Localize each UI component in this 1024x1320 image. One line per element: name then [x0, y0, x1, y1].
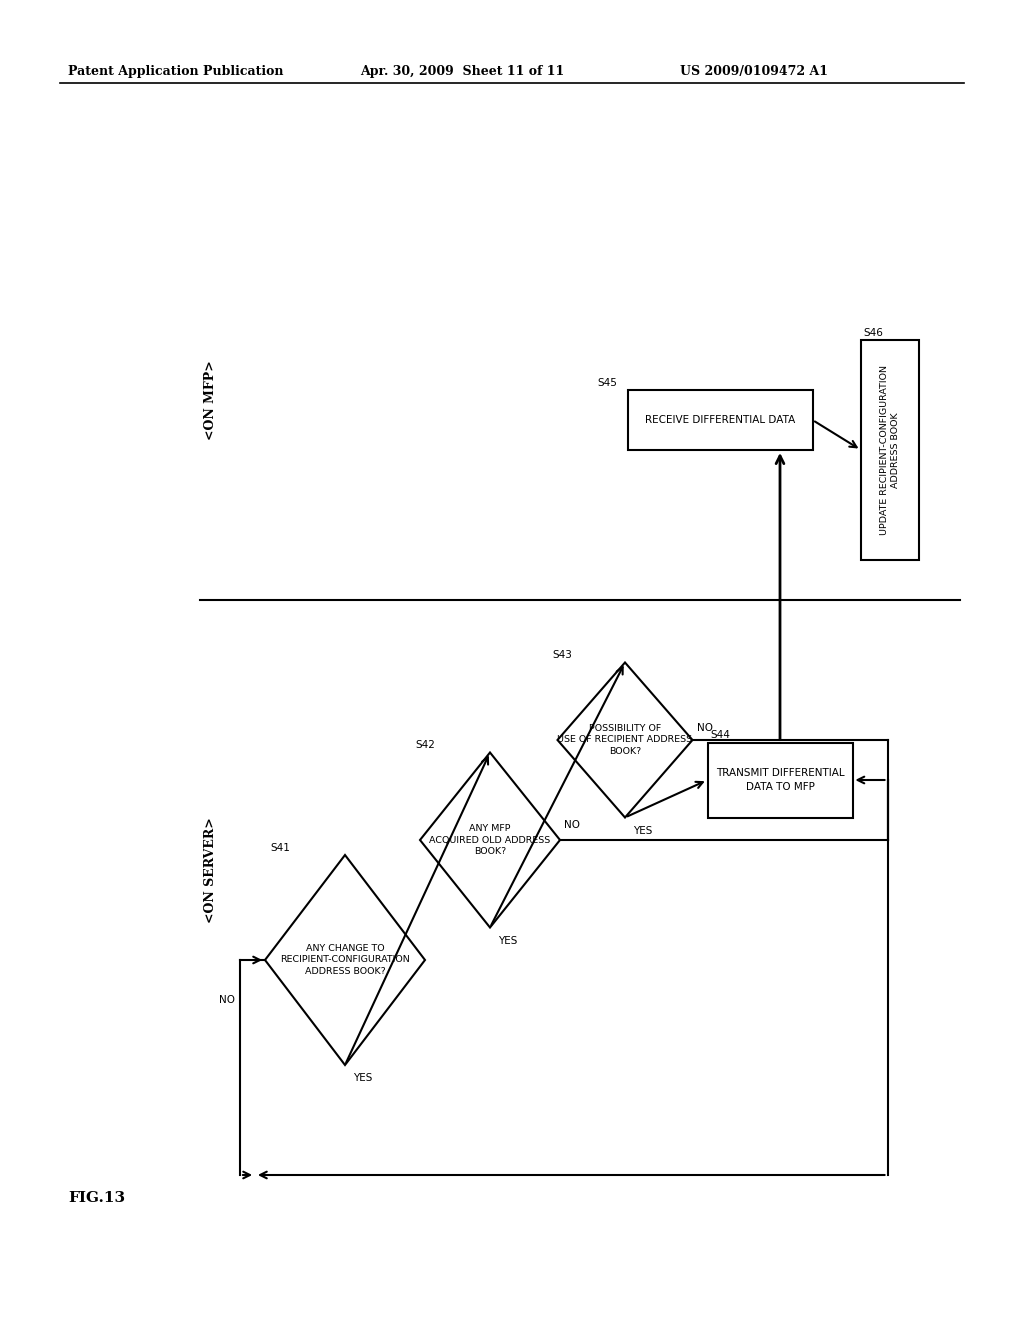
- Bar: [708, 742, 853, 817]
- Text: YES: YES: [498, 936, 517, 945]
- Text: S43: S43: [553, 651, 572, 660]
- Text: ANY CHANGE TO
RECIPIENT-CONFIGURATION
ADDRESS BOOK?: ANY CHANGE TO RECIPIENT-CONFIGURATION AD…: [281, 944, 410, 977]
- Text: <ON MFP>: <ON MFP>: [204, 360, 216, 440]
- Bar: [861, 341, 919, 560]
- Text: TRANSMIT DIFFERENTIAL
DATA TO MFP: TRANSMIT DIFFERENTIAL DATA TO MFP: [716, 768, 845, 792]
- Text: UPDATE RECIPIENT-CONFIGURATION
ADDRESS BOOK: UPDATE RECIPIENT-CONFIGURATION ADDRESS B…: [880, 366, 900, 535]
- Text: Apr. 30, 2009  Sheet 11 of 11: Apr. 30, 2009 Sheet 11 of 11: [360, 65, 564, 78]
- Text: NO: NO: [219, 995, 234, 1005]
- Text: S46: S46: [863, 327, 883, 338]
- Text: Patent Application Publication: Patent Application Publication: [68, 65, 284, 78]
- Text: US 2009/0109472 A1: US 2009/0109472 A1: [680, 65, 828, 78]
- Text: NO: NO: [564, 820, 580, 830]
- Text: YES: YES: [353, 1073, 373, 1082]
- Text: ANY MFP
ACQUIRED OLD ADDRESS
BOOK?: ANY MFP ACQUIRED OLD ADDRESS BOOK?: [429, 824, 551, 857]
- Text: S42: S42: [415, 741, 435, 751]
- Text: S44: S44: [711, 730, 730, 741]
- Text: FIG.13: FIG.13: [68, 1191, 125, 1205]
- Text: S45: S45: [597, 378, 617, 388]
- Text: YES: YES: [633, 825, 652, 836]
- Text: <ON SERVER>: <ON SERVER>: [204, 817, 216, 923]
- Text: NO: NO: [696, 723, 713, 733]
- Text: S41: S41: [270, 843, 290, 853]
- Text: RECEIVE DIFFERENTIAL DATA: RECEIVE DIFFERENTIAL DATA: [645, 414, 795, 425]
- Bar: [628, 389, 812, 450]
- Text: POSSIBILITY OF
USE OF RECIPIENT ADDRESS
BOOK?: POSSIBILITY OF USE OF RECIPIENT ADDRESS …: [557, 723, 692, 756]
